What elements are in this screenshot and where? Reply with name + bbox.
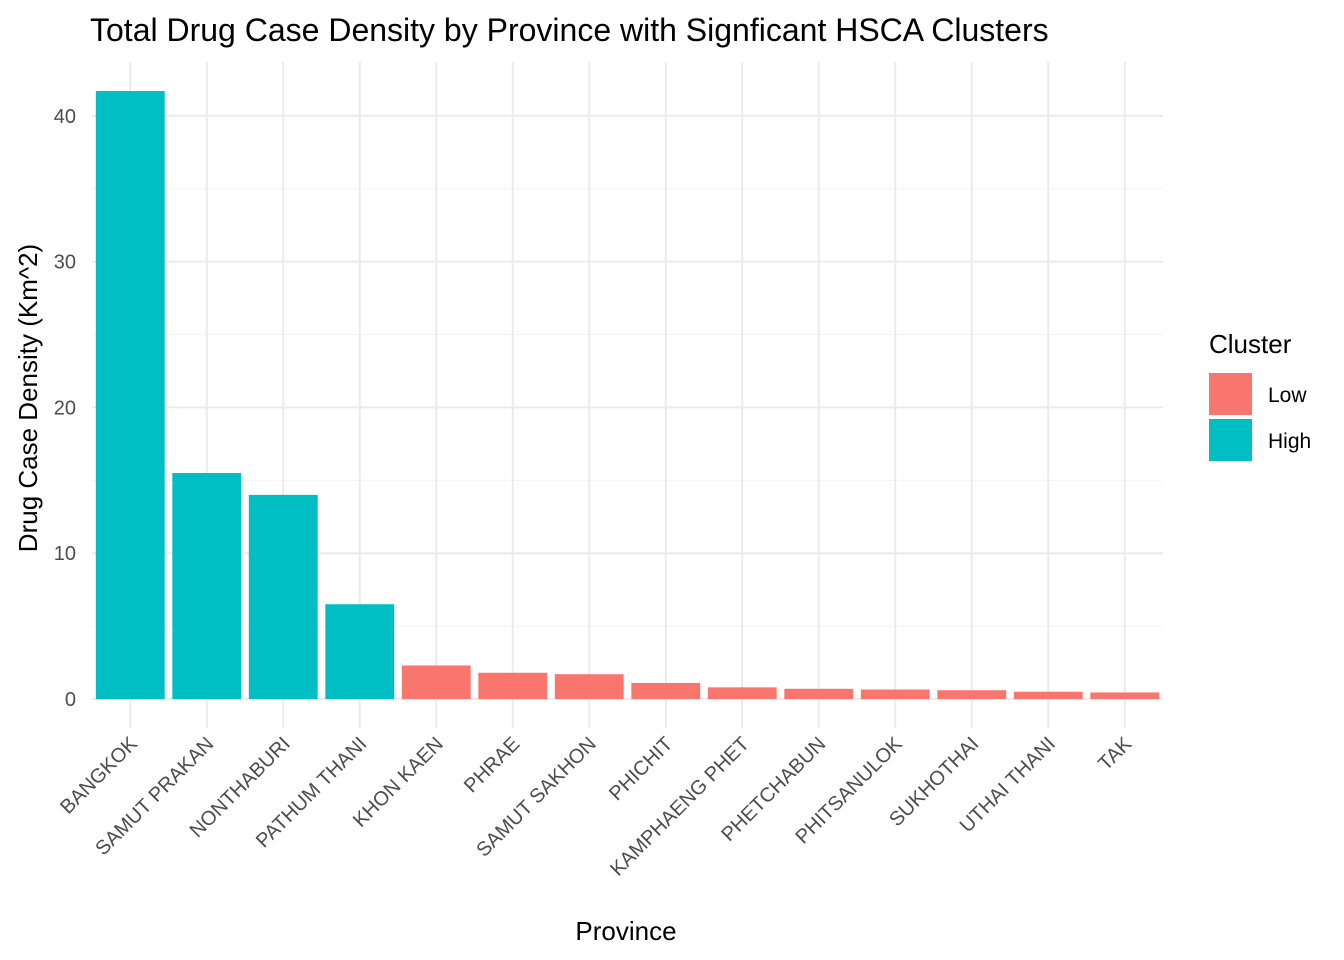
x-tick-label: PHRAE: [460, 733, 524, 797]
x-tick-label: PHICHIT: [605, 733, 677, 805]
x-axis-title: Province: [575, 916, 676, 946]
chart-title: Total Drug Case Density by Province with…: [90, 12, 1049, 48]
y-axis-ticks: 0 10 20 30 40: [54, 106, 76, 711]
x-tick-label: KAMPHAENG PHET: [606, 733, 754, 881]
bars: [95, 91, 1160, 700]
bar-kamphaeng-phet: [707, 687, 777, 699]
legend-title: Cluster: [1209, 329, 1292, 359]
y-axis-title: Drug Case Density (Km^2): [13, 244, 43, 552]
bar-samut-prakan: [172, 473, 242, 699]
legend-key-high: [1209, 419, 1252, 461]
y-tick-label: 40: [54, 106, 76, 128]
legend-label-high: High: [1268, 430, 1311, 453]
bar-nonthaburi: [248, 494, 318, 699]
x-tick-label: TAK: [1094, 733, 1136, 775]
bar-phichit: [631, 682, 701, 699]
bar-phitsanulok: [860, 689, 930, 699]
bar-sukhothai: [937, 690, 1007, 699]
y-tick-label: 30: [54, 252, 76, 274]
bar-bangkok: [95, 91, 165, 700]
bar-uthai-thani: [1013, 691, 1083, 699]
bar-tak: [1090, 692, 1160, 699]
legend-key-low: [1209, 373, 1252, 415]
bar-samut-sakhon: [554, 674, 624, 699]
bar-phetchabun: [784, 688, 854, 699]
bar-phrae: [478, 672, 548, 699]
y-tick-label: 0: [65, 689, 76, 711]
bar-khon-kaen: [401, 665, 471, 699]
y-tick-label: 20: [54, 397, 76, 419]
bar-pathum-thani: [325, 604, 395, 699]
legend: Cluster Low High: [1209, 329, 1311, 461]
legend-label-low: Low: [1268, 384, 1307, 407]
y-tick-label: 10: [54, 543, 76, 565]
